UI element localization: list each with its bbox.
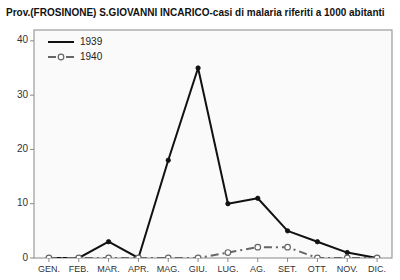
point [255, 244, 261, 250]
legend-marker [58, 54, 64, 60]
point [315, 255, 321, 258]
legend-label: 1939 [80, 36, 103, 47]
y-tick [30, 258, 34, 259]
x-tick [138, 258, 139, 262]
x-tick [377, 258, 378, 262]
point [256, 196, 260, 200]
point [136, 256, 140, 258]
point [225, 250, 231, 256]
data-layer [46, 66, 380, 258]
x-tick-label: GEN. [38, 264, 60, 274]
chart-container: 0 10 20 30 40 GEN. FEB. MAR. APR. MAG. GIU. LUG. AG.… [0, 0, 400, 280]
x-tick-label: AG. [250, 264, 266, 274]
point [375, 256, 379, 258]
point [76, 255, 82, 258]
point [106, 240, 110, 244]
x-tick [257, 258, 258, 262]
x-tick [48, 258, 49, 262]
x-tick-label: LUG. [217, 264, 238, 274]
x-tick [287, 258, 288, 262]
y-tick [30, 40, 34, 41]
y-tick [30, 95, 34, 96]
point [196, 66, 200, 70]
point [47, 256, 51, 258]
series-line [49, 68, 377, 258]
x-tick [198, 258, 199, 262]
x-tick-label: APR. [128, 264, 149, 274]
chart-svg: 0 10 20 30 40 GEN. FEB. MAR. APR. MAG. GIU. LUG. AG.… [0, 0, 400, 280]
point [285, 229, 289, 233]
point [315, 240, 319, 244]
y-axis: 0 10 20 30 40 [17, 34, 34, 262]
title: Prov.(FROSINONE) S.GIOVANNI INCARICO-cas… [6, 7, 385, 18]
x-tick-label: FEB. [69, 264, 89, 274]
point [46, 255, 52, 258]
point [77, 256, 81, 258]
point [344, 255, 350, 258]
plot-frame [34, 30, 392, 258]
y-tick [30, 149, 34, 150]
point [285, 244, 291, 250]
series [47, 66, 380, 258]
legend-label: 1940 [80, 51, 103, 62]
point [345, 250, 349, 254]
x-tick-label: DIC. [368, 264, 386, 274]
series [46, 244, 380, 258]
point [165, 255, 171, 258]
y-tick-label: 30 [17, 89, 29, 100]
y-tick-label: 10 [17, 197, 29, 208]
point [226, 202, 230, 206]
x-tick [168, 258, 169, 262]
legend: 1939 1940 [48, 36, 103, 62]
x-tick-label: OTT. [308, 264, 328, 274]
series-line [49, 247, 377, 258]
y-tick-label: 40 [17, 34, 29, 45]
legend-swatch [48, 41, 74, 43]
x-tick-label: MAG. [157, 264, 180, 274]
point [374, 255, 380, 258]
point [106, 255, 112, 258]
x-axis: GEN. FEB. MAR. APR. MAG. GIU. LUG. AG. SET. OTT. N… [38, 258, 386, 274]
x-tick-label: SET. [278, 264, 297, 274]
y-tick [30, 203, 34, 204]
x-tick [347, 258, 348, 262]
y-tick-label: 0 [22, 252, 28, 263]
x-tick [78, 258, 79, 262]
plot-background [34, 30, 392, 258]
y-tick-label: 20 [17, 143, 29, 154]
x-tick [317, 258, 318, 262]
x-tick-label: NOV. [337, 264, 358, 274]
x-tick [227, 258, 228, 262]
point [166, 158, 170, 162]
point [136, 255, 142, 258]
x-tick-label: GIU. [189, 264, 208, 274]
x-tick [108, 258, 109, 262]
point [195, 255, 201, 258]
x-tick-label: MAR. [97, 264, 120, 274]
